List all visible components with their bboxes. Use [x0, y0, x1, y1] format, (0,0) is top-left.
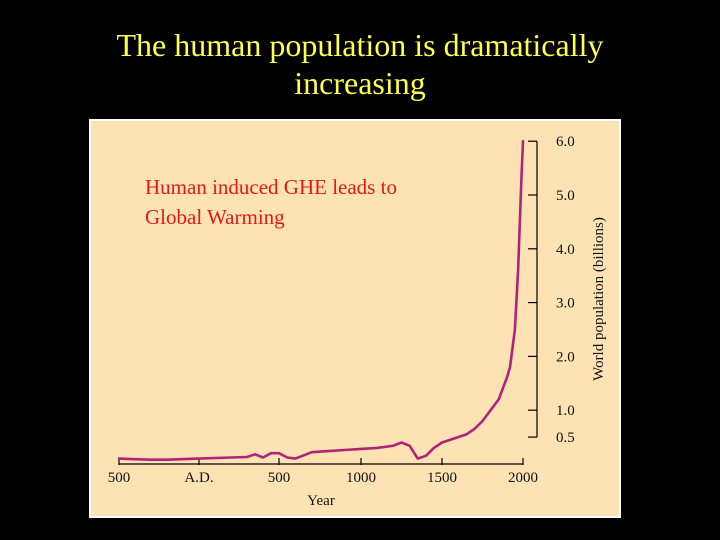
x-tick-label: 1000 [346, 470, 376, 486]
y-tick-label: 3.0 [556, 296, 575, 312]
annotation-line-1: Human induced GHE leads to [145, 175, 397, 199]
x-tick-label: 2000 [508, 470, 538, 486]
y-tick-label: 5.0 [556, 188, 575, 204]
x-tick-label: 1500 [427, 470, 457, 486]
annotation-line-2: Global Warming [145, 205, 285, 229]
x-tick-label: 500 [108, 470, 131, 486]
y-tick-label: 1.0 [556, 403, 575, 419]
y-tick-label: 6.0 [556, 134, 575, 150]
slide-title-line-1: The human population is dramatically [116, 27, 604, 63]
y-axis-label: World population (billions) [591, 217, 607, 381]
x-tick-label: A.D. [184, 470, 213, 486]
y-tick-label: 2.0 [556, 349, 575, 365]
y-tick-label: 0.5 [556, 430, 575, 446]
chart-annotation: Human induced GHE leads to Global Warmin… [145, 172, 397, 232]
slide-title-line-2: increasing [294, 65, 426, 101]
x-axis-label: Year [307, 493, 335, 509]
population-line [117, 139, 525, 462]
chart-frame: 500 A.D. 500 1000 1500 2000 Year 0.5 1.0 2.0 3.0 4.… [89, 119, 621, 518]
x-tick-label: 500 [268, 470, 291, 486]
population-chart: 500 A.D. 500 1000 1500 2000 Year 0.5 1.0 2.0 3.0 4.… [91, 121, 619, 516]
slide-title: The human population is dramatically inc… [40, 26, 680, 102]
y-tick-label: 4.0 [556, 242, 575, 258]
